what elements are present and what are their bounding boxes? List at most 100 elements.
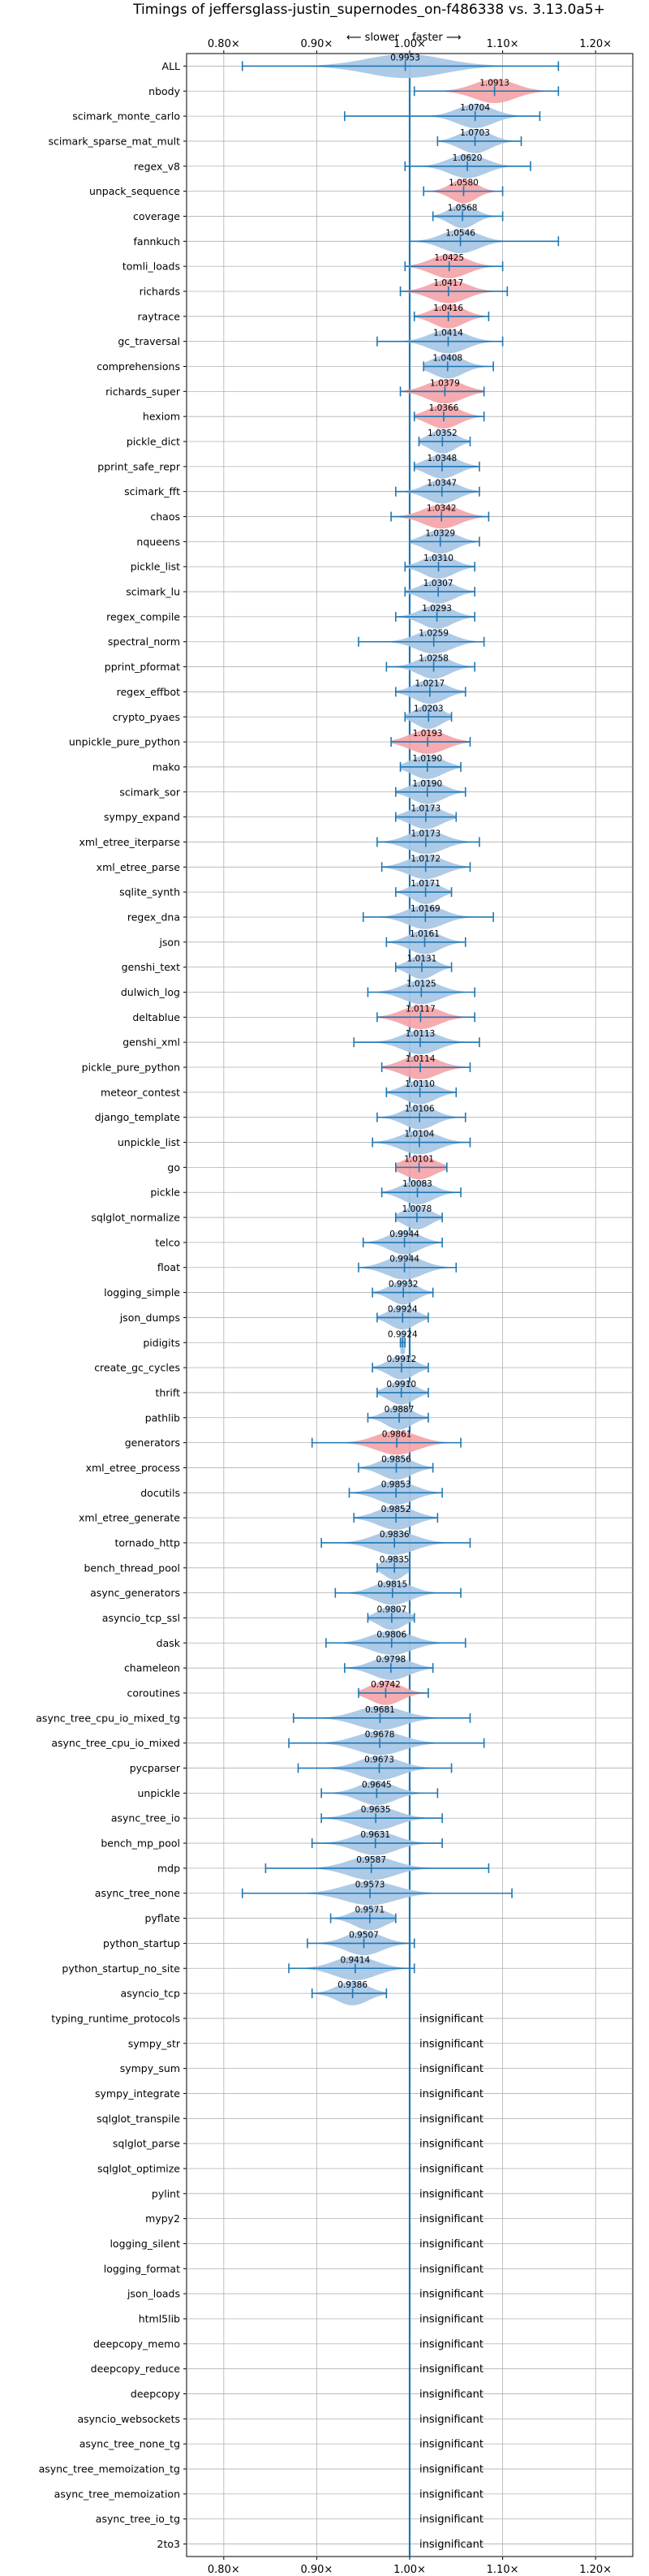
y-tick-label: xml_etree_iterparse: [79, 836, 180, 848]
median-value-label: 0.9887: [385, 1405, 415, 1415]
median-value-label: 1.0342: [427, 504, 457, 514]
y-tick-label: asyncio_tcp_ssl: [102, 1612, 180, 1624]
median-value-label: 1.0580: [449, 179, 479, 188]
median-value-label: 0.9587: [356, 1855, 386, 1865]
median-value-label: 1.0083: [402, 1179, 432, 1189]
y-tick-label: float: [157, 1261, 180, 1273]
x-tick-label-top: 1.20×: [579, 38, 612, 50]
y-tick-label: tornado_http: [114, 1536, 180, 1549]
y-tick-label: deepcopy_reduce: [91, 2363, 181, 2375]
y-tick-label: richards_super: [105, 386, 181, 398]
median-value-label: 0.9924: [388, 1329, 418, 1339]
y-tick-label: tomli_loads: [122, 261, 180, 273]
median-value-label: 1.0125: [406, 980, 436, 989]
median-value-label: 1.0414: [433, 329, 463, 338]
median-value-label: 1.0416: [433, 304, 463, 313]
axis-layer: 0.80× 0.80× 0.90× 0.90× 1.00× 1.00× 1.10× 1.10×…: [36, 38, 612, 2576]
median-value-label: 1.0113: [406, 1029, 436, 1039]
y-tick-label: unpickle_pure_python: [69, 736, 180, 748]
insignificant-label: insignificant: [419, 2338, 484, 2350]
y-tick-label: pylint: [152, 2187, 180, 2199]
y-tick-label: xml_etree_generate: [79, 1512, 180, 1524]
y-tick-label: hexiom: [143, 411, 180, 423]
median-value-label: 1.0101: [404, 1154, 434, 1164]
y-tick-label: pickle: [150, 1187, 180, 1199]
y-tick-label: mypy2: [145, 2212, 180, 2225]
median-value-label: 1.0366: [429, 403, 459, 413]
y-tick-label: scimark_fft: [124, 485, 180, 498]
y-tick-label: regex_v8: [134, 160, 180, 172]
median-value-label: 0.9807: [377, 1605, 407, 1615]
insignificant-label: insignificant: [419, 2514, 484, 2526]
y-tick-label: sympy_expand: [104, 811, 180, 823]
median-value-label: 0.9635: [361, 1805, 391, 1815]
y-tick-label: logging_simple: [104, 1286, 180, 1299]
y-tick-label: sqlglot_transpile: [97, 2113, 180, 2125]
insignificant-label: insignificant: [419, 2439, 484, 2451]
median-value-label: 0.9631: [360, 1830, 390, 1840]
insignificant-label: insignificant: [419, 2464, 484, 2476]
median-value-label: 1.0310: [423, 554, 453, 563]
y-tick-label: python_startup_no_site: [62, 1962, 180, 1975]
y-tick-label: spectral_norm: [108, 635, 180, 648]
median-value-label: 0.9861: [382, 1430, 412, 1440]
y-tick-label: dulwich_log: [121, 986, 180, 998]
y-tick-label: crypto_pyaes: [113, 711, 180, 723]
y-tick-label: async_tree_none_tg: [80, 2438, 180, 2450]
y-tick-label: regex_compile: [106, 610, 180, 622]
median-value-label: 1.0546: [445, 228, 475, 238]
median-value-label: 0.9798: [376, 1655, 406, 1665]
y-tick-label: asyncio_websockets: [77, 2413, 180, 2425]
median-value-label: 1.0161: [410, 929, 440, 939]
y-tick-label: pprint_pformat: [105, 661, 180, 673]
median-value-label: 1.0193: [413, 729, 443, 739]
y-tick-label: genshi_text: [122, 961, 180, 973]
x-tick-label-top: 1.00×: [393, 38, 426, 50]
median-value-label: 1.0117: [406, 1004, 436, 1014]
y-tick-label: coverage: [133, 210, 180, 222]
median-value-label: 1.0417: [433, 278, 463, 288]
y-tick-label: pidigits: [143, 1337, 180, 1349]
median-value-label: 0.9912: [387, 1355, 417, 1364]
chart-title: Timings of jeffersglass-justin_supernode…: [132, 2, 605, 18]
median-value-label: 0.9944: [389, 1255, 419, 1264]
median-value-label: 1.0203: [414, 704, 444, 713]
median-value-label: 1.0104: [405, 1130, 435, 1139]
median-value-label: 0.9852: [381, 1505, 411, 1514]
y-tick-label: pycparser: [130, 1762, 181, 1774]
median-value-label: 1.0307: [423, 579, 453, 588]
x-tick-label-bottom: 0.80×: [208, 2564, 240, 2573]
y-tick-label: thrift: [155, 1386, 180, 1398]
y-tick-label: async_tree_memoization_tg: [39, 2463, 180, 2475]
faster-annotation: faster ⟶: [412, 32, 462, 44]
y-tick-label: raytrace: [138, 310, 181, 322]
y-tick-label: bench_mp_pool: [101, 1837, 180, 1850]
median-value-label: 1.0348: [428, 454, 458, 463]
insignificant-label: insignificant: [419, 2188, 484, 2200]
y-tick-label: pprint_safe_repr: [97, 460, 181, 472]
median-value-label: 1.0259: [419, 629, 449, 639]
y-tick-label: ALL: [162, 60, 181, 72]
y-tick-label: async_tree_none: [95, 1887, 181, 1899]
median-value-label: 0.9835: [380, 1555, 410, 1565]
insignificant-label: insignificant: [419, 2238, 484, 2251]
median-value-label: 0.9573: [355, 1880, 385, 1890]
y-tick-label: regex_dna: [127, 911, 180, 923]
median-value-label: 1.0169: [410, 904, 441, 914]
y-tick-label: json: [158, 936, 180, 948]
y-tick-label: chameleon: [124, 1662, 180, 1674]
insignificant-label: insignificant: [419, 2363, 484, 2376]
y-tick-label: nbody: [148, 85, 180, 97]
median-value-label: 1.0293: [422, 604, 452, 614]
insignificant-label: insignificant: [419, 2063, 484, 2075]
median-value-label: 1.0347: [427, 479, 457, 489]
median-value-label: 0.9853: [381, 1480, 411, 1489]
median-value-label: 1.0110: [405, 1079, 435, 1089]
insignificant-label: insignificant: [419, 2488, 484, 2501]
median-value-label: 1.0190: [412, 779, 442, 789]
x-tick-label-bottom: 1.10×: [487, 2564, 519, 2573]
x-tick-label-top: 0.80×: [208, 38, 240, 50]
y-tick-label: django_template: [95, 1111, 181, 1123]
median-value-label: 1.0704: [460, 103, 490, 113]
y-tick-label: python_startup: [103, 1937, 180, 1949]
